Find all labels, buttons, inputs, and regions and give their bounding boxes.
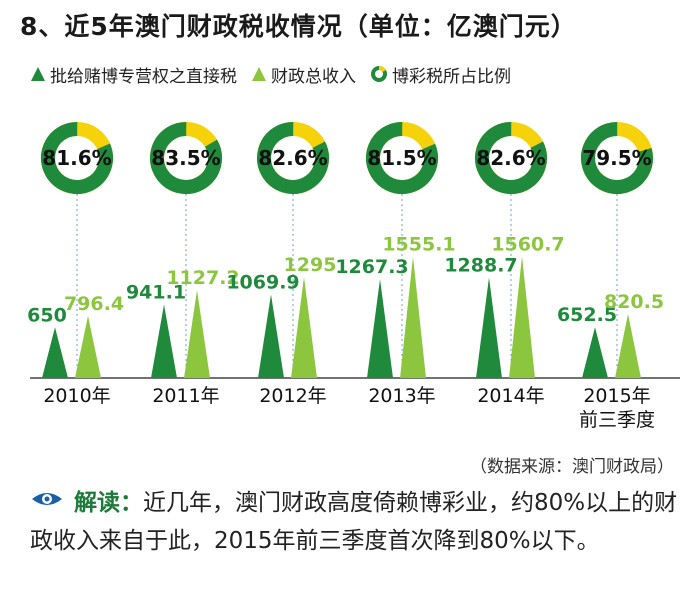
legend-item-total-revenue: 财政总收入 <box>251 62 356 87</box>
note-text: 近几年，澳门财政高度倚赖博彩业，约80%以上的财政收入来自于此，2015年前三季… <box>30 490 678 554</box>
ring-icon <box>371 65 387 82</box>
total-revenue-spike <box>75 315 101 378</box>
light-green-triangle-icon <box>252 67 266 81</box>
ratio-ring-share <box>475 122 547 195</box>
direct-tax-spike <box>476 277 502 378</box>
ratio-label: 81.5% <box>367 146 436 170</box>
direct-tax-value-label: 1288.7 <box>444 254 517 276</box>
total-revenue-value-label: 820.5 <box>604 291 664 313</box>
x-tick-label: 2015年 <box>583 385 650 407</box>
legend-label: 博彩税所占比例 <box>392 66 511 87</box>
note-lead: 解读： <box>74 490 143 516</box>
total-revenue-spike <box>291 276 317 378</box>
source-note: （数据来源：澳门财政局） <box>470 457 674 477</box>
x-tick-label: 2014年 <box>477 385 544 407</box>
page-title: 8、近5年澳门财政税收情况（单位：亿澳门元） <box>20 12 577 41</box>
total-revenue-value-label: 1560.7 <box>491 233 564 255</box>
x-tick-label: 前三季度 <box>579 409 655 431</box>
ratio-ring-share <box>366 122 438 194</box>
ratio-label: 83.5% <box>151 146 220 170</box>
ratio-label: 79.5% <box>582 146 651 170</box>
direct-tax-value-label: 652.5 <box>557 304 617 326</box>
dark-green-triangle-icon <box>31 67 45 81</box>
total-revenue-spike <box>400 256 426 378</box>
legend-label: 财政总收入 <box>271 66 356 87</box>
x-tick-label: 2012年 <box>259 385 326 407</box>
direct-tax-spike <box>367 279 393 378</box>
x-tick-label: 2011年 <box>152 385 219 407</box>
eye-icon <box>30 483 64 521</box>
total-revenue-spike <box>509 256 535 378</box>
direct-tax-value-label: 1267.3 <box>335 256 408 278</box>
ratio-label: 82.6% <box>258 146 327 170</box>
total-revenue-value-label: 1295 <box>284 254 337 276</box>
direct-tax-value-label: 1069.9 <box>226 272 299 294</box>
direct-tax-value-label: 941.1 <box>126 282 186 304</box>
total-revenue-spike <box>184 290 210 378</box>
ratio-label: 81.6% <box>42 146 111 170</box>
legend-label: 批给赌博专营权之直接税 <box>50 66 237 87</box>
total-revenue-value-label: 1127.2 <box>166 267 239 289</box>
direct-tax-spike <box>42 327 68 378</box>
legend: 批给赌博专营权之直接税 财政总收入 博彩税所占比例 <box>30 62 690 87</box>
ratio-ring-share <box>41 122 113 194</box>
total-revenue-spike <box>615 314 641 378</box>
ratio-label: 82.6% <box>476 146 545 170</box>
direct-tax-spike <box>582 327 608 378</box>
x-tick-label: 2010年 <box>43 385 110 407</box>
x-tick-label: 2013年 <box>368 385 435 407</box>
total-revenue-value-label: 1555.1 <box>382 234 455 256</box>
legend-item-direct-tax: 批给赌博专营权之直接税 <box>30 62 237 87</box>
direct-tax-spike <box>151 304 177 378</box>
total-revenue-value-label: 796.4 <box>64 293 124 315</box>
direct-tax-value-label: 650 <box>27 304 67 326</box>
legend-item-ratio: 博彩税所占比例 <box>370 62 511 87</box>
interpretation-note: 解读：近几年，澳门财政高度倚赖博彩业，约80%以上的财政收入来自于此，2015年… <box>30 484 680 560</box>
direct-tax-spike <box>258 294 284 378</box>
